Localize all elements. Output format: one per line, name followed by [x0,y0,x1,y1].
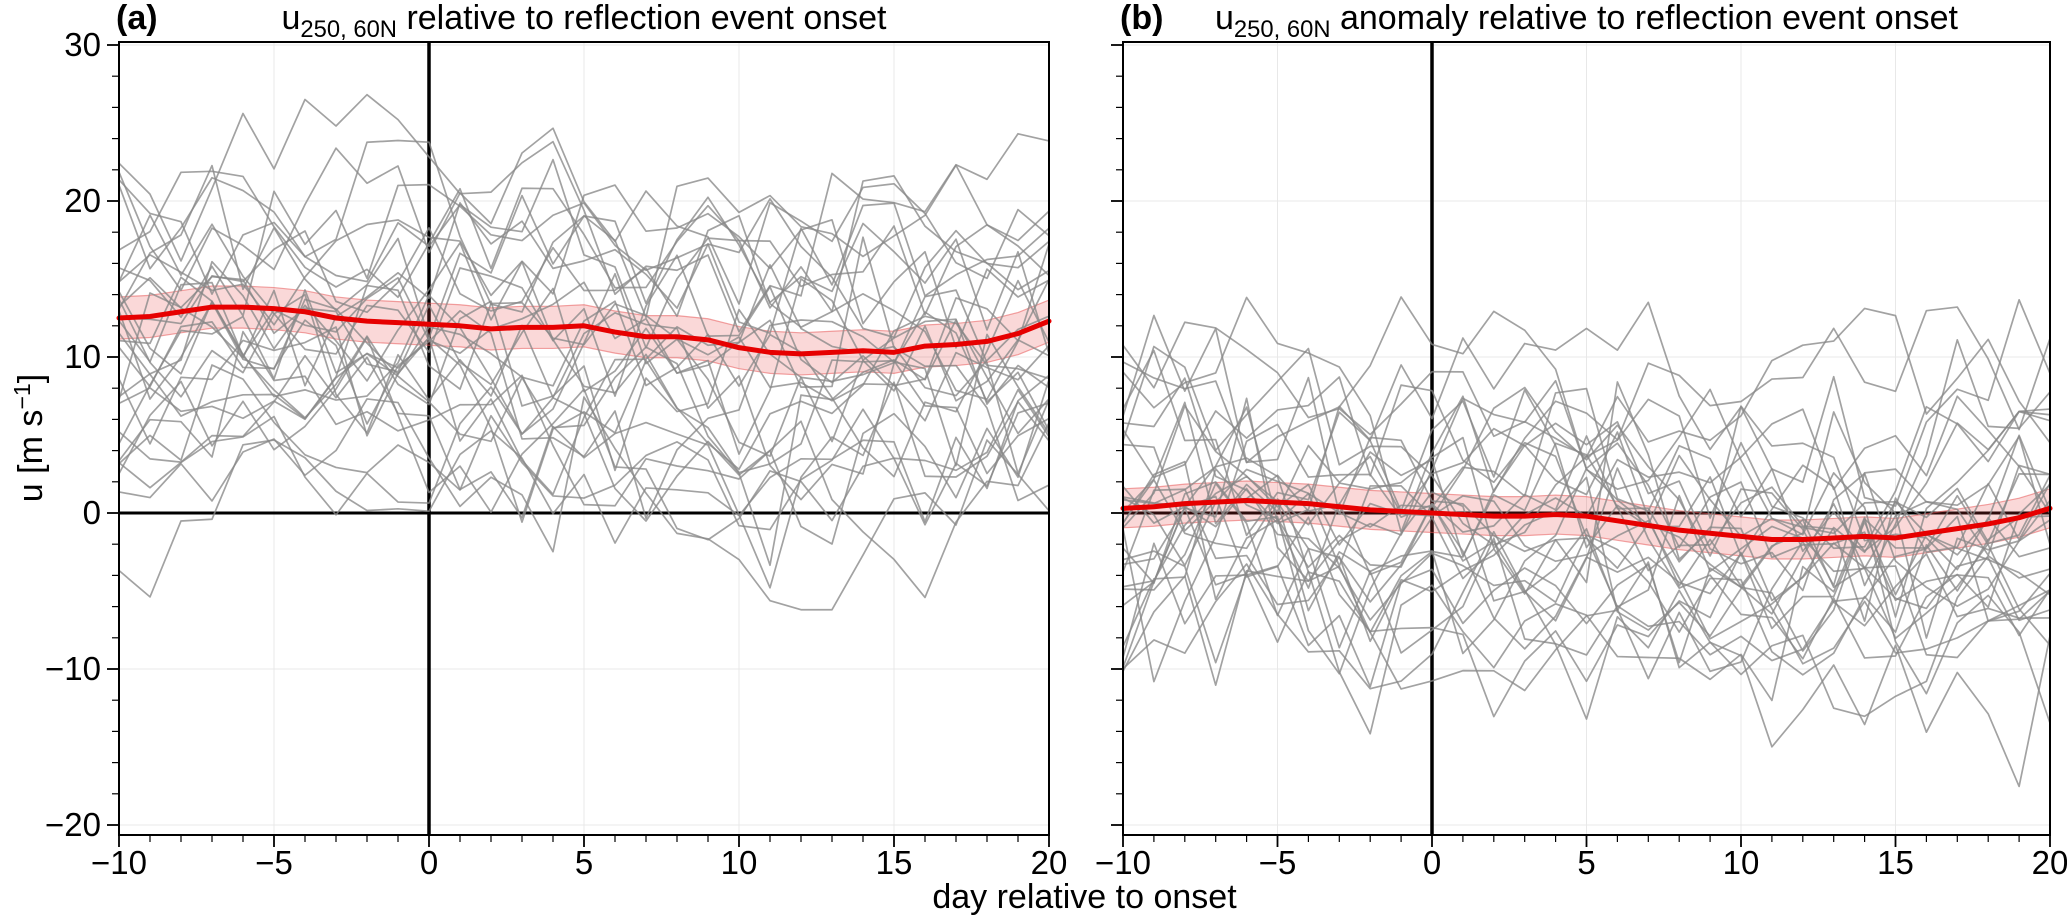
ensemble-line [118,272,1050,458]
ensemble-line [1122,299,2051,525]
ensemble-line [118,337,1050,523]
panel-b-title-base: u [1215,0,1234,37]
panel-a-title-rest: relative to reflection event onset [397,0,887,37]
ensemble-line [118,139,1050,319]
ensemble-line [1122,296,2051,533]
y-tick-label: 30 [64,26,101,63]
x-tick-label: 10 [721,844,758,881]
x-tick-label: 15 [876,844,913,881]
ensemble-line [118,289,1050,501]
ensemble-line [1122,401,2051,640]
ensemble-line [118,184,1050,349]
mean-line [1120,498,2053,543]
x-tick-label: −10 [1095,844,1151,881]
ensemble-line [118,170,1050,313]
ensemble-line [118,93,1050,333]
x-axis-label: day relative to onset [932,878,1237,916]
x-tick-label: 0 [420,844,438,881]
ensemble-line [118,279,1050,478]
y-tick-label: 20 [64,182,101,219]
panel-a-title-base: u [281,0,301,37]
ensemble-line [118,396,1050,611]
y-axis-label-end: ] [12,373,51,384]
y-tick-label: −20 [45,806,101,843]
mean-line [116,304,1052,357]
x-tick-label: 5 [575,844,593,881]
x-tick-label: 0 [1423,844,1441,881]
confidence-band-upper-edge [1122,480,2051,521]
x-tick-label: 15 [1877,844,1914,881]
ensemble-line [1122,530,2051,788]
confidence-band-lower-edge [118,327,1050,376]
panel-b-title-rest: anomaly relative to reflection event ons… [1330,0,1958,37]
ensemble-line [1122,307,2051,458]
ensemble-line [118,158,1050,349]
ensemble-line [118,330,1050,545]
x-tick-label: 20 [1031,844,1068,881]
y-tick-label: 10 [64,338,101,375]
x-tick-label: 10 [1723,844,1760,881]
panel-b-letter: (b) [1120,0,1164,37]
y-axis-label-base: u [m s [12,409,51,503]
ensemble-line [1122,314,2051,584]
panel-b-title-sub: 250, 60N [1233,15,1331,43]
ensemble-line [1122,405,2051,607]
x-tick-label: −5 [255,844,293,881]
ensemble-line [1122,387,2051,553]
ensemble-line [118,275,1050,455]
panel-a-letter: (a) [116,0,158,37]
panel-b-title: u250, 60N anomaly relative to reflection… [1123,0,2050,48]
x-tick-label: −10 [91,844,147,881]
ensemble-line [1122,423,2051,683]
y-tick-label: 0 [83,494,101,531]
ensemble-line [118,127,1050,305]
ensemble-line [118,284,1050,422]
x-tick-label: −5 [1259,844,1297,881]
x-tick-label: 20 [2032,844,2067,881]
y-axis-label-sup: −1 [8,383,35,410]
y-tick-label: −10 [45,650,101,687]
ensemble-line [1122,442,2051,622]
ensemble-line [1122,339,2051,587]
ensemble-line [118,386,1050,599]
y-axis-label: u [m s−1] [9,374,51,502]
ensemble-line [1122,485,2051,676]
x-tick-label: 5 [1577,844,1595,881]
ensemble-line [1122,516,2051,735]
ensemble-line [1122,411,2051,639]
ensemble-line [118,289,1050,567]
ensemble-line [118,214,1050,401]
ensemble-line [1122,467,2051,680]
ensemble-line [118,236,1050,502]
ensemble-line [118,241,1050,471]
ensemble-line [1122,386,2051,587]
panel-a-title-sub: 250, 60N [300,15,397,43]
panel-a-title: u250, 60N relative to reflection event o… [119,0,1049,48]
